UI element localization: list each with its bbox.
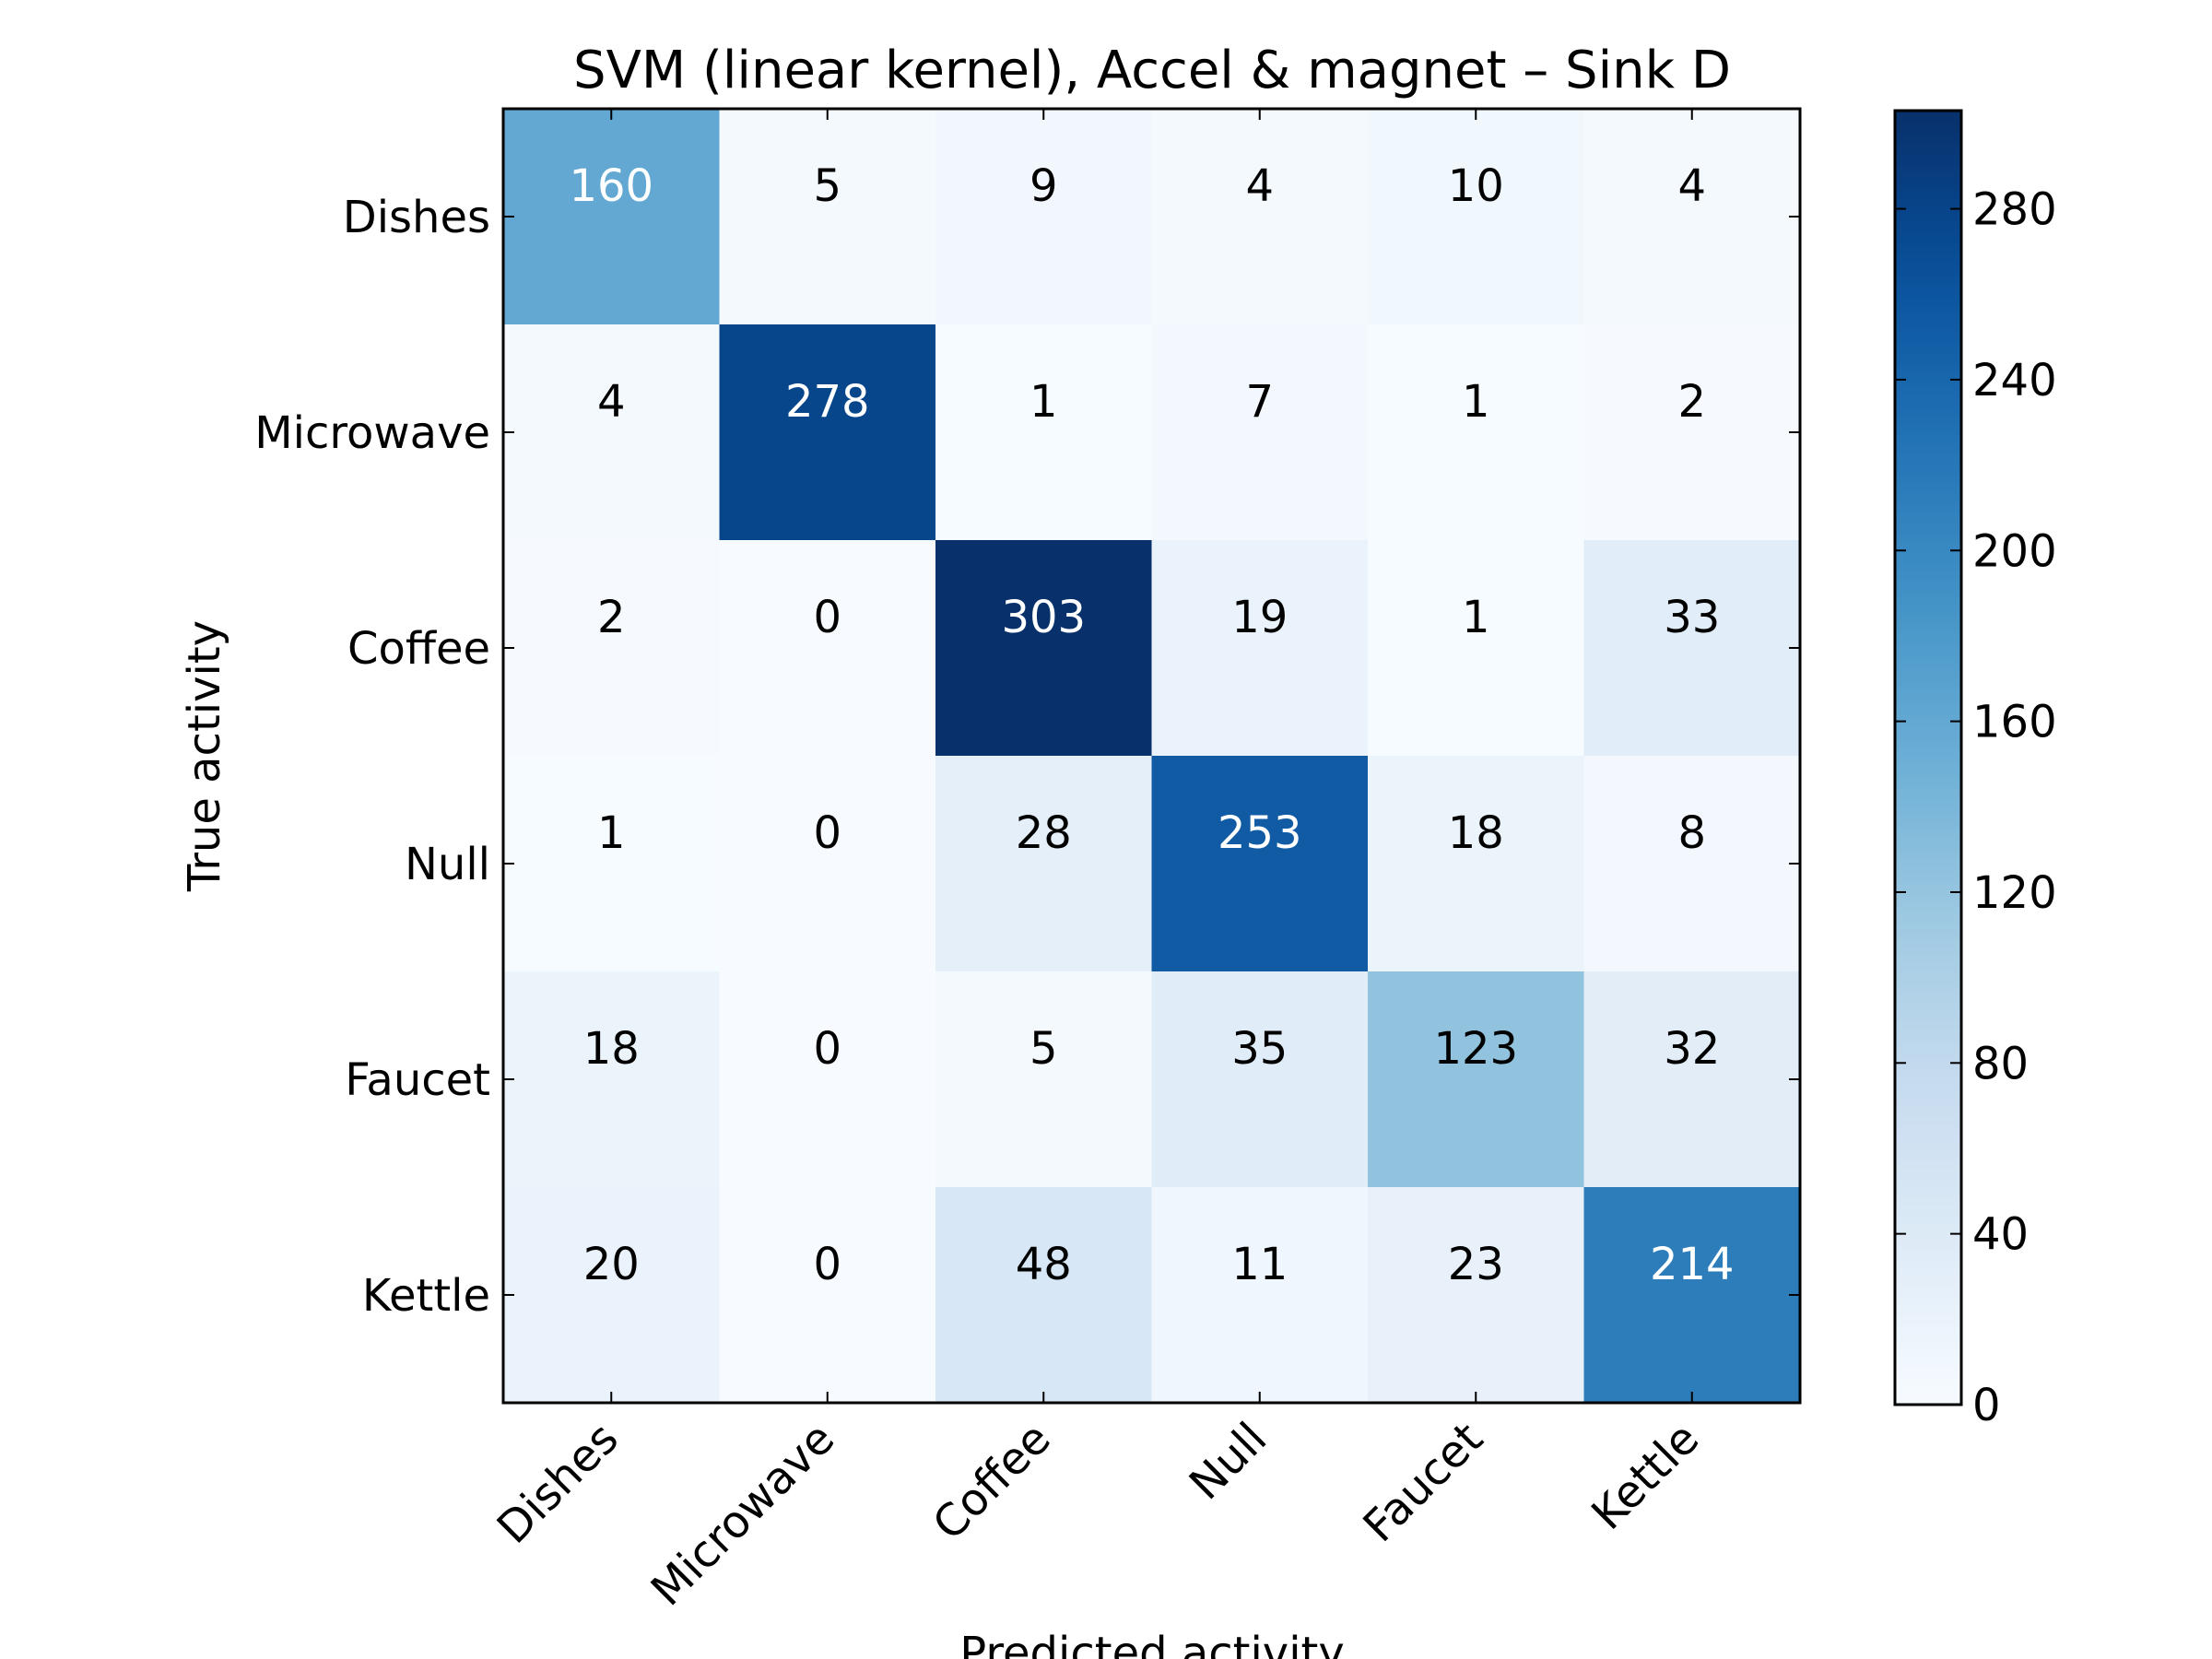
y-tick-label-microwave: Microwave <box>254 407 490 459</box>
x-axis-label: Predicted activity <box>959 1628 1345 1659</box>
colorbar-tick-label: 240 <box>1972 355 2057 406</box>
cell-value-label: 214 <box>1650 1239 1735 1290</box>
heatmap-cell-faucet-microwave <box>719 971 936 1188</box>
y-tick-label-kettle: Kettle <box>362 1270 490 1322</box>
cell-value-label: 253 <box>1218 807 1302 859</box>
heatmap-cell-faucet-kettle <box>1583 971 1801 1188</box>
cell-value-label: 32 <box>1664 1023 1720 1075</box>
colorbar-tick-label: 40 <box>1972 1209 2029 1261</box>
y-tick-label-faucet: Faucet <box>345 1054 490 1106</box>
heatmap-cell-microwave-null <box>1151 324 1369 541</box>
cell-value-label: 1 <box>1030 376 1058 428</box>
cell-value-label: 11 <box>1231 1239 1288 1290</box>
cell-value-label: 2 <box>597 592 626 643</box>
cell-value-label: 0 <box>813 592 841 643</box>
y-tick-label-dishes: Dishes <box>343 192 490 243</box>
cell-value-label: 1 <box>597 807 626 859</box>
cell-value-label: 1 <box>1462 376 1490 428</box>
y-axis-label: True activity <box>179 620 230 892</box>
cell-value-label: 1 <box>1462 592 1490 643</box>
heatmap-cell-faucet-coffee <box>935 971 1153 1188</box>
cell-value-label: 123 <box>1433 1023 1518 1075</box>
heatmap-cell-kettle-dishes <box>503 1187 721 1404</box>
colorbar-tick-label: 200 <box>1972 525 2057 577</box>
cell-value-label: 28 <box>1016 807 1072 859</box>
colorbar-tick-label: 80 <box>1972 1038 2029 1089</box>
cell-value-label: 4 <box>1677 160 1706 212</box>
heatmap-cell-coffee-coffee <box>935 540 1153 757</box>
colorbar-gradient <box>1895 111 1961 1405</box>
colorbar-tick-label: 120 <box>1972 867 2057 919</box>
cell-value-label: 2 <box>1677 376 1706 428</box>
heatmap-cell-microwave-coffee <box>935 324 1153 541</box>
cell-value-label: 19 <box>1231 592 1288 643</box>
heatmap-cell-dishes-coffee <box>935 109 1153 325</box>
heatmap-cell-dishes-faucet <box>1368 109 1585 325</box>
heatmap-cell-null-kettle <box>1583 756 1801 972</box>
heatmap-cell-dishes-null <box>1151 109 1369 325</box>
cell-value-label: 35 <box>1231 1023 1288 1075</box>
heatmap-cell-microwave-kettle <box>1583 324 1801 541</box>
cell-value-label: 20 <box>583 1239 640 1290</box>
heatmap-cell-coffee-kettle <box>1583 540 1801 757</box>
heatmap-cell-coffee-faucet <box>1368 540 1585 757</box>
colorbar-frame <box>1893 109 1963 1406</box>
cell-value-label: 48 <box>1016 1239 1072 1290</box>
heatmap-cell-null-faucet <box>1368 756 1585 972</box>
cell-value-label: 5 <box>1030 1023 1058 1075</box>
y-tick-label-coffee: Coffee <box>347 623 490 675</box>
heatmap-cell-dishes-microwave <box>719 109 936 325</box>
heatmap: 160 5 9 4 10 44 278 1 7 1 22 0 303 19 1 331 0 28 253 18 818 0… <box>501 107 1802 1405</box>
y-axis-ticks: Dishes Microwave Coffee Null Faucet Kettle <box>254 192 1800 1322</box>
colorbar-tick-label: 280 <box>1972 184 2057 236</box>
cell-value-label: 278 <box>785 376 870 428</box>
colorbar-tick-label: 160 <box>1972 697 2057 748</box>
heatmap-cell-null-microwave <box>719 756 936 972</box>
cell-value-label: 5 <box>813 160 841 212</box>
cell-value-label: 10 <box>1448 160 1504 212</box>
heatmap-cell-dishes-kettle <box>1583 109 1801 325</box>
heatmap-cell-faucet-null <box>1151 971 1369 1188</box>
cell-value-label: 7 <box>1245 376 1274 428</box>
cell-value-label: 160 <box>569 160 653 212</box>
heatmap-cell-faucet-faucet <box>1368 971 1585 1188</box>
heatmap-cell-null-dishes <box>503 756 721 972</box>
heatmap-cell-microwave-faucet <box>1368 324 1585 541</box>
colorbar: 0 40 80 120 160 200 240 280 <box>1893 109 2057 1431</box>
heatmap-cell-null-coffee <box>935 756 1153 972</box>
cell-value-label: 8 <box>1677 807 1706 859</box>
plot-frame <box>501 107 1802 1405</box>
cell-value-label: 303 <box>1001 592 1086 643</box>
heatmap-cell-coffee-dishes <box>503 540 721 757</box>
cell-value-label: 0 <box>813 1239 841 1290</box>
cell-value-label: 0 <box>813 807 841 859</box>
cell-value-label: 9 <box>1030 160 1058 212</box>
heatmap-cell-microwave-microwave <box>719 324 936 541</box>
heatmap-cell-kettle-faucet <box>1368 1187 1585 1404</box>
heatmap-cell-kettle-coffee <box>935 1187 1153 1404</box>
heatmap-cell-kettle-microwave <box>719 1187 936 1404</box>
heatmap-cell-kettle-null <box>1151 1187 1369 1404</box>
cell-value-label: 33 <box>1664 592 1720 643</box>
heatmap-cell-coffee-microwave <box>719 540 936 757</box>
heatmap-cell-kettle-kettle <box>1583 1187 1801 1404</box>
cell-value-label: 4 <box>597 376 626 428</box>
heatmap-cell-faucet-dishes <box>503 971 721 1188</box>
heatmap-cell-null-null <box>1151 756 1369 972</box>
cell-value-label: 0 <box>813 1023 841 1075</box>
heatmap-cell-dishes-dishes <box>503 109 721 325</box>
y-tick-label-null: Null <box>405 839 490 890</box>
chart-title: SVM (linear kernel), Accel & magnet – Si… <box>573 41 1731 100</box>
cell-value-label: 4 <box>1245 160 1274 212</box>
cell-value-label: 18 <box>583 1023 640 1075</box>
cell-value-label: 18 <box>1448 807 1504 859</box>
heatmap-cell-microwave-dishes <box>503 324 721 541</box>
cell-value-label: 23 <box>1448 1239 1504 1290</box>
heatmap-cell-coffee-null <box>1151 540 1369 757</box>
colorbar-tick-label: 0 <box>1972 1380 2001 1431</box>
